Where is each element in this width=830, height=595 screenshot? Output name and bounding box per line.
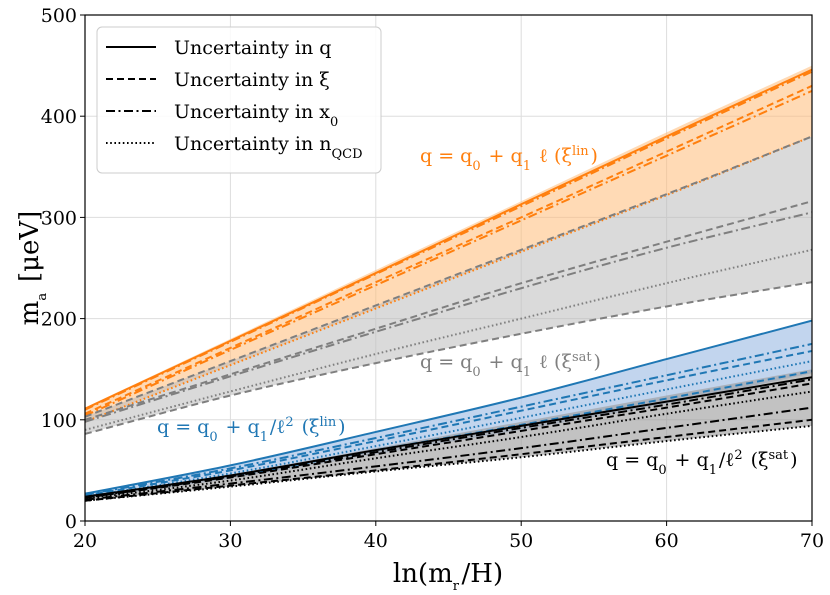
annotation-linear-sat: q = q0 + q1 ℓ (ξsat ) [420,350,601,380]
x-tick-label: 40 [364,530,388,552]
series-line-2-3 [85,360,812,498]
series-line-3-1 [85,378,812,499]
series-line-1-4 [85,281,812,435]
legend-label: Uncertainty in ξ [174,69,330,91]
y-tick-label: 0 [65,511,77,533]
curves [85,68,812,502]
series-line-0-3 [85,89,812,417]
plot-frame [84,14,813,522]
series-line-1-2 [85,211,812,423]
x-tick-label: 20 [73,530,97,552]
y-tick-label: 500 [41,5,77,27]
x-tick-label: 70 [800,530,824,552]
x-tick-label: 30 [218,530,242,552]
series-line-1-3 [85,248,812,431]
series-line-2-0 [85,319,812,495]
series-line-0-1 [85,70,812,411]
y-tick-label: 300 [41,207,77,229]
y-tick-label: 200 [41,309,77,331]
series-line-1-1 [85,200,812,421]
legend-label: Uncertainty in q [174,37,331,59]
annotation-inverse-sat: q = q0 + q1 /ℓ2 (ξsat ) [606,448,797,478]
x-tick-label: 60 [655,530,679,552]
axis-ticks: 20 30 40 50 60 70 0 100 200 300 400 500 [41,5,824,552]
band-fill-1 [85,136,812,434]
series-line-3-3 [85,390,812,500]
y-tick-label: 400 [41,106,77,128]
band-fill-3 [85,369,812,501]
series-line-0-0 [85,68,812,410]
annotation-inverse-lin: q = q0 + q1 /ℓ2 (ξlin ) [157,415,346,445]
x-axis-title: ln(mr /H) [393,559,503,594]
legend-label: Uncertainty in nQCD [174,133,364,162]
series-line-2-2 [85,350,812,497]
series-line-2-1 [85,342,812,496]
annotation-linear-lin: q = q0 + q1 ℓ (ξlin ) [420,144,598,174]
series-line-0-2 [85,84,812,415]
series-line-3-4 [85,406,812,501]
series-line-3-5 [85,418,812,502]
series-line-1-0 [85,135,812,418]
legend-label: Uncertainty in x0 [174,101,340,130]
y-tick-label: 100 [41,410,77,432]
series-line-3-2 [85,382,812,499]
legend: Uncertainty in q Uncertainty in ξ Uncertai… [96,26,382,174]
x-tick-label: 50 [509,530,533,552]
y-axis-title: ma [μeV] [15,211,50,326]
legend-box [96,26,382,174]
